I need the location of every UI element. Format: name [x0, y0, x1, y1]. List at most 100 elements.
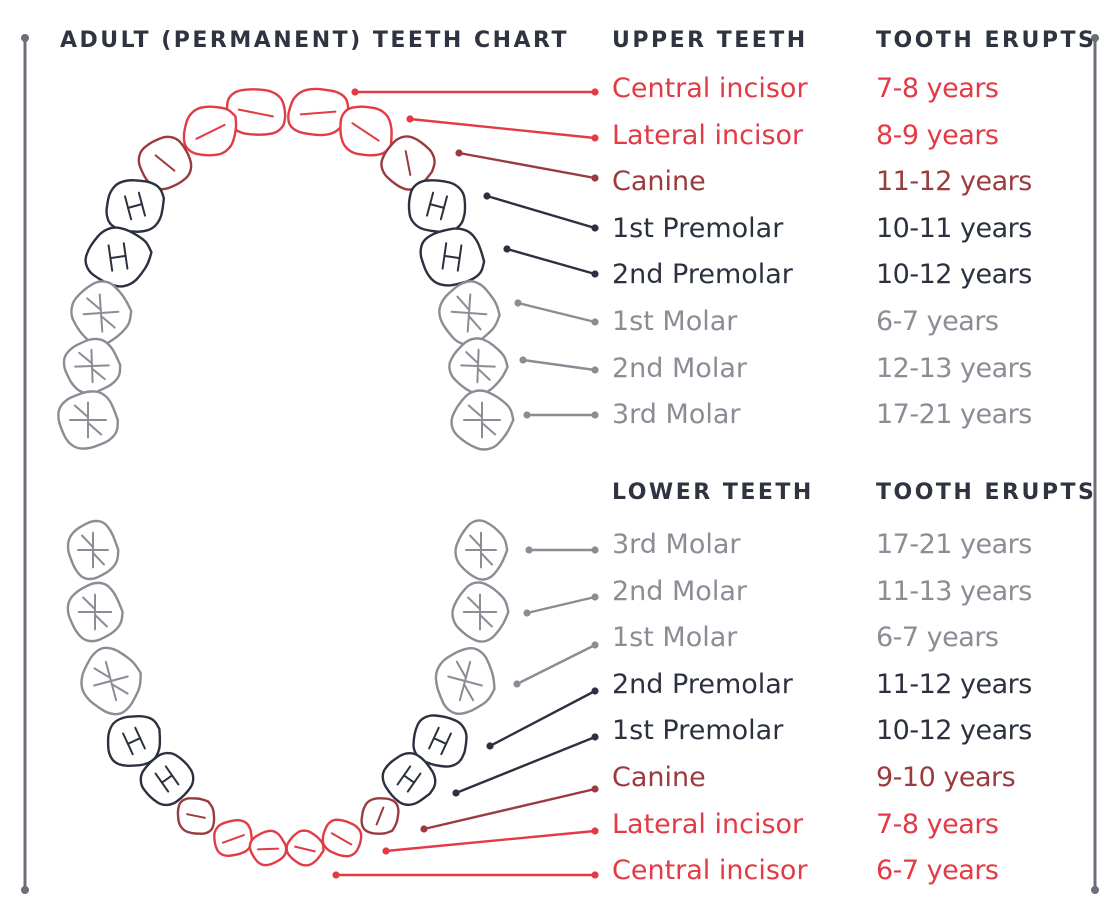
tooth-groove	[73, 404, 89, 419]
tooth-groove	[82, 310, 120, 316]
upper-tooth-label: Lateral incisor	[612, 119, 804, 151]
lower-premolar-tooth	[381, 751, 437, 807]
lower-leader-start-dot	[382, 847, 390, 855]
tooth-groove	[126, 737, 142, 745]
lower-leader-end-dot	[591, 687, 599, 695]
upper-premolar-tooth	[407, 179, 467, 233]
lower-tooth-erupts-age: 6-7 years	[876, 622, 999, 654]
tooth-groove	[86, 297, 102, 311]
right-frame-dot-top	[1091, 34, 1099, 42]
tooth-groove	[450, 310, 488, 316]
upper-leader-end-dot	[591, 88, 599, 96]
tooth-groove	[443, 254, 461, 260]
tooth-groove	[467, 404, 483, 419]
tooth-groove	[74, 364, 110, 368]
tooth-groove	[299, 110, 337, 116]
lower-leader-start-dot	[525, 546, 533, 554]
tooth-groove	[92, 551, 105, 566]
lower-leader-line	[489, 689, 596, 748]
tooth-groove	[330, 832, 353, 846]
tooth-groove	[109, 254, 127, 260]
lower-tooth-erupts-age: 11-13 years	[876, 575, 1032, 607]
tooth-groove	[78, 351, 93, 365]
upper-tooth-erupts-age: 7-8 years	[876, 73, 999, 104]
tooth-groove	[476, 367, 491, 381]
upper-leader-start-dot	[519, 356, 527, 364]
upper-premolar-tooth	[419, 227, 486, 287]
lower-leader-end-dot	[591, 733, 599, 741]
tooth-groove	[294, 845, 316, 853]
lower-leader-start-dot	[486, 742, 494, 750]
tooth-groove	[93, 675, 129, 687]
lower-tooth-label: Canine	[612, 762, 706, 793]
upper-tooth-erupts-age: 10-11 years	[876, 212, 1032, 244]
lower-premolar-tooth	[412, 714, 468, 768]
tooth-groove	[447, 675, 483, 687]
tooth-groove	[402, 774, 416, 784]
lower-leader-line	[423, 787, 596, 831]
upper-tooth-erupts-age: 10-12 years	[876, 259, 1032, 291]
upper-canine-tooth	[137, 135, 193, 191]
tooth-groove	[460, 364, 496, 368]
tooth-outline	[321, 818, 363, 858]
upper-tooth-erupts-age: 8-9 years	[876, 119, 999, 151]
lower-tooth-erupts-age: 7-8 years	[876, 808, 999, 840]
tooth-groove	[432, 737, 448, 745]
lower-leader-line	[516, 643, 596, 686]
lower-tooth-erupts-age: 17-21 years	[876, 529, 1032, 560]
upper-leader-start-dot	[351, 88, 359, 96]
upper-molar-tooth	[450, 389, 515, 451]
upper-tooth-erupts-age: 12-13 years	[876, 352, 1032, 384]
tooth-outline	[285, 829, 325, 867]
tooth-groove	[127, 203, 143, 209]
upper-leader-line	[409, 117, 596, 140]
lower-tooth-label: Lateral incisor	[612, 808, 804, 840]
upper-tooth-label: Central incisor	[612, 73, 808, 104]
lower-tooth-label: 1st Premolar	[612, 715, 784, 747]
upper-molar-tooth	[57, 390, 119, 450]
upper-leader-line	[506, 247, 596, 276]
upper-leader-start-dot	[514, 299, 522, 307]
upper-tooth-label: Canine	[612, 166, 706, 198]
lower-leader-start-dot	[420, 825, 428, 833]
lower-teeth-heading: LOWER TEETH	[612, 480, 814, 505]
tooth-groove	[479, 613, 493, 628]
upper-molar-tooth	[448, 337, 509, 395]
upper-tooth-label: 3rd Molar	[612, 399, 741, 431]
tooth-groove	[195, 123, 226, 140]
upper-leader-line	[522, 358, 596, 372]
upper-leader-end-dot	[591, 411, 599, 419]
left-frame-dot-bottom	[21, 886, 29, 894]
upper-premolar-tooth	[105, 179, 166, 233]
upper-leader-start-dot	[523, 411, 531, 419]
lower-leader-line	[385, 829, 596, 853]
tooth-groove	[186, 813, 206, 819]
lower-incisor-tooth	[213, 818, 253, 858]
right-frame-dot-bottom	[1091, 886, 1099, 894]
upper-leader-start-dot	[455, 149, 463, 157]
tooth-groove	[351, 122, 380, 142]
upper-erupts-heading: TOOTH ERUPTS	[876, 28, 1097, 53]
lower-leader-start-dot	[523, 609, 531, 617]
lower-molar-tooth	[451, 581, 510, 643]
upper-tooth-erupts-age: 17-21 years	[876, 399, 1032, 431]
tooth-groove	[160, 774, 174, 784]
lower-tooth-erupts-age: 11-12 years	[876, 668, 1032, 700]
lower-tooth-label: 2nd Premolar	[612, 668, 793, 700]
tooth-groove	[93, 667, 112, 679]
lower-molar-tooth	[80, 646, 142, 716]
upper-leader-start-dot	[483, 192, 491, 200]
upper-leader-line	[486, 194, 596, 230]
upper-leader-end-dot	[591, 174, 599, 182]
upper-molar-tooth	[70, 280, 133, 346]
upper-tooth-label: 1st Premolar	[612, 212, 784, 244]
upper-leader-end-dot	[591, 224, 599, 232]
tooth-groove	[110, 683, 129, 695]
tooth-groove	[429, 203, 445, 209]
chart-title: ADULT (PERMANENT) TEETH CHART	[60, 28, 570, 53]
upper-leader-end-dot	[591, 366, 599, 374]
lower-leader-end-dot	[591, 641, 599, 649]
upper-tooth-label: 2nd Premolar	[612, 259, 793, 291]
tooth-groove	[237, 108, 274, 118]
tooth-groove	[221, 834, 245, 844]
